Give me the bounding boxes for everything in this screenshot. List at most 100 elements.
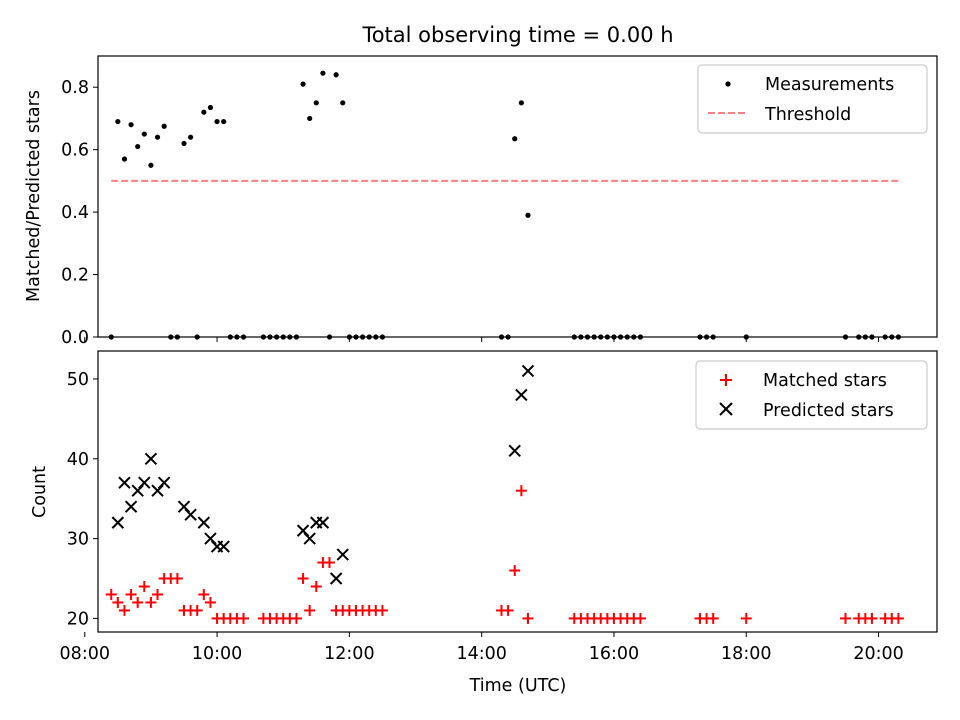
legend-matched-label: Matched stars bbox=[763, 371, 887, 391]
x-axis-label: Time (UTC) bbox=[469, 676, 567, 696]
bottom-y-tick-label: 50 bbox=[67, 370, 89, 390]
matched-point bbox=[290, 612, 302, 624]
top-y-tick-label: 0.6 bbox=[61, 141, 89, 161]
measurement-point bbox=[154, 134, 161, 140]
predicted-point bbox=[217, 540, 230, 553]
matched-point bbox=[892, 612, 904, 624]
predicted-point bbox=[197, 516, 211, 529]
predicted-point bbox=[138, 476, 151, 489]
matched-point bbox=[118, 604, 130, 616]
matched-point bbox=[866, 612, 878, 624]
predicted-point bbox=[515, 388, 528, 402]
matched-point bbox=[509, 565, 521, 577]
measurement-point bbox=[148, 162, 154, 168]
matched-point bbox=[740, 612, 752, 624]
measurement-point bbox=[518, 100, 524, 106]
matched-point bbox=[376, 604, 388, 616]
matched-point bbox=[324, 557, 336, 569]
bottom-y-axis: 20 30 40 50 bbox=[67, 370, 98, 629]
bottom-y-axis-label: Count bbox=[30, 466, 50, 518]
measurement-point bbox=[221, 118, 227, 125]
top-legend: Measurements Threshold bbox=[697, 64, 928, 134]
predicted-point bbox=[303, 532, 316, 545]
predicted-point bbox=[124, 500, 138, 513]
top-panel: Total observing time = 0.00 h Matched/Pr… bbox=[24, 23, 938, 348]
bottom-panel: Count Time (UTC) 20 30 40 50 08:00 10:00 12:0… bbox=[30, 350, 938, 696]
matched-point bbox=[502, 604, 514, 616]
measurement-point bbox=[115, 118, 121, 125]
top-y-tick-label: 0.4 bbox=[61, 203, 89, 223]
matched-point bbox=[191, 604, 203, 616]
top-y-axis: 0.0 0.2 0.4 0.6 0.8 bbox=[61, 78, 98, 348]
predicted-point bbox=[336, 548, 349, 561]
predicted-point bbox=[316, 516, 330, 529]
matched-point bbox=[138, 580, 150, 592]
x-tick-label: 16:00 bbox=[589, 644, 639, 664]
bottom-y-tick-label: 30 bbox=[67, 530, 89, 550]
matched-point bbox=[238, 612, 250, 624]
top-y-tick-label: 0.2 bbox=[61, 266, 89, 286]
chart-title: Total observing time = 0.00 h bbox=[361, 23, 673, 47]
matched-point bbox=[198, 588, 210, 600]
matched-point bbox=[707, 612, 719, 624]
matched-point bbox=[204, 596, 216, 608]
measurement-point bbox=[525, 212, 531, 218]
measurement-point bbox=[161, 123, 167, 129]
measurement-point bbox=[201, 109, 207, 115]
top-y-tick-label: 0.0 bbox=[61, 328, 89, 348]
measurement-point bbox=[307, 115, 313, 122]
legend-measurements-marker bbox=[725, 81, 731, 87]
x-tick-label: 12:00 bbox=[324, 644, 374, 664]
matched-point bbox=[171, 573, 183, 585]
matched-point bbox=[310, 580, 322, 592]
predicted-point bbox=[111, 516, 125, 529]
measurement-point bbox=[313, 100, 319, 106]
x-tick-label: 08:00 bbox=[60, 644, 110, 664]
matched-point bbox=[132, 596, 144, 608]
top-y-axis-label: Matched/Predicted stars bbox=[24, 90, 44, 302]
measurement-point bbox=[188, 134, 194, 140]
matched-point bbox=[522, 612, 534, 624]
bottom-axes-frame bbox=[97, 350, 938, 633]
matched-point bbox=[304, 604, 316, 616]
legend-predicted-marker bbox=[719, 402, 733, 416]
measurement-point bbox=[141, 131, 147, 137]
x-tick-label: 10:00 bbox=[192, 644, 242, 664]
measurement-point bbox=[333, 72, 339, 78]
predicted-point bbox=[521, 364, 535, 378]
predicted-point bbox=[118, 476, 131, 489]
top-y-tick-label: 0.8 bbox=[61, 78, 89, 98]
matched-point bbox=[515, 485, 527, 497]
matched-point bbox=[839, 612, 851, 624]
matched-point bbox=[152, 588, 164, 600]
measurement-point bbox=[512, 136, 518, 142]
matched-point bbox=[105, 588, 117, 600]
measurement-point bbox=[340, 100, 346, 106]
measurement-point bbox=[121, 156, 128, 162]
predicted-point bbox=[144, 452, 158, 465]
matched-point bbox=[634, 612, 646, 624]
measurement-point bbox=[300, 81, 306, 87]
predicted-point bbox=[508, 444, 521, 457]
measurement-point bbox=[214, 118, 220, 125]
legend-threshold-label: Threshold bbox=[764, 105, 851, 125]
bottom-x-axis: 08:00 10:00 12:00 14:00 16:00 18:00 20:00 bbox=[60, 632, 904, 664]
measurement-point bbox=[320, 70, 326, 76]
measurement-point bbox=[128, 122, 134, 128]
x-tick-label: 14:00 bbox=[456, 644, 506, 664]
top-legend-box bbox=[697, 64, 928, 134]
x-tick-label: 18:00 bbox=[721, 644, 771, 664]
matched-point bbox=[112, 596, 124, 608]
predicted-point bbox=[184, 508, 197, 521]
matched-point bbox=[297, 573, 309, 585]
matched-point bbox=[125, 588, 137, 600]
bottom-y-tick-label: 20 bbox=[67, 609, 89, 629]
legend-predicted-label: Predicted stars bbox=[763, 401, 894, 421]
legend-matched-marker bbox=[720, 374, 732, 386]
measurement-point bbox=[207, 104, 214, 111]
bottom-y-tick-label: 40 bbox=[67, 450, 89, 470]
bottom-legend: Matched stars Predicted stars bbox=[695, 360, 928, 430]
predicted-point bbox=[157, 476, 171, 489]
top-axes-frame bbox=[97, 55, 938, 338]
